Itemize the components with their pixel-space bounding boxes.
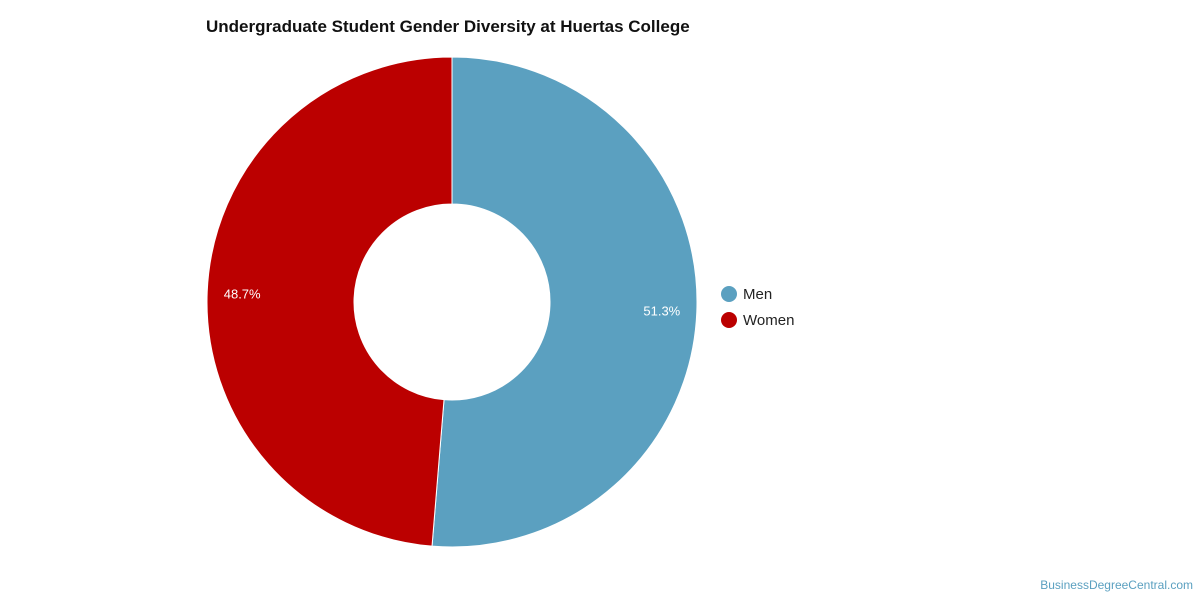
slice-label-men: 51.3%	[643, 304, 680, 319]
legend-swatch-men	[721, 286, 737, 302]
slice-men[interactable]	[431, 56, 698, 548]
source-credit[interactable]: BusinessDegreeCentral.com	[1040, 578, 1193, 592]
donut-slice-labels: 51.3% 48.7%	[224, 286, 681, 318]
slice-label-women: 48.7%	[224, 286, 261, 301]
chart-legend: Men Women	[721, 281, 794, 333]
legend-label-men: Men	[743, 285, 773, 303]
chart-title: Undergraduate Student Gender Diversity a…	[206, 17, 690, 36]
legend-item-women[interactable]: Women	[721, 307, 794, 333]
legend-item-men[interactable]: Men	[721, 281, 794, 307]
slice-women[interactable]	[206, 56, 453, 547]
legend-label-women: Women	[743, 311, 795, 329]
donut-slices	[206, 56, 698, 548]
legend-swatch-women	[721, 312, 737, 328]
